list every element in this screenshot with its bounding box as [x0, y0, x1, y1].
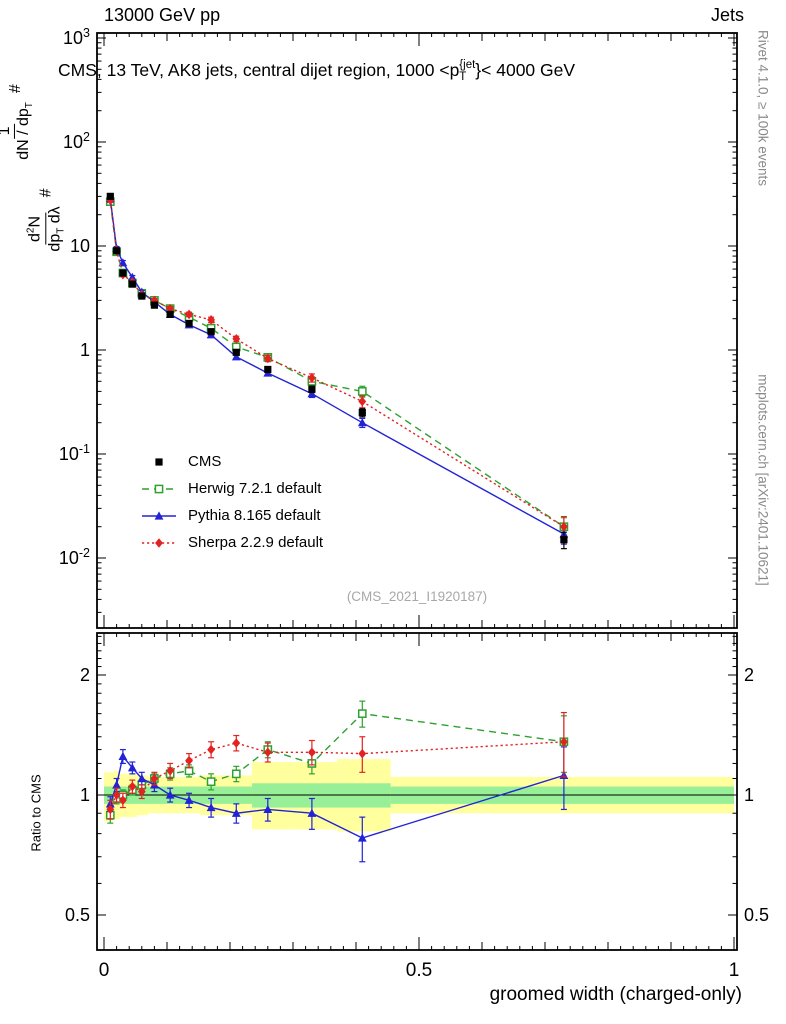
plot-title-pt-supsub: {jet T	[459, 59, 476, 83]
main-y-axis-label-outer: 1 dN / dpT #	[0, 84, 36, 160]
series-ratio	[105, 700, 569, 863]
y-label-fraction-2: d2N dpT dλ	[25, 206, 67, 252]
legend-marker-herwig	[142, 481, 176, 497]
svg-text:1: 1	[729, 960, 740, 981]
series-main	[105, 192, 569, 550]
legend-label-pythia: Pythia 8.165 default	[188, 507, 321, 524]
plot-title: CMS, 13 TeV, AK8 jets, central dijet reg…	[58, 59, 576, 83]
legend-row-pythia: Pythia 8.165 default	[142, 502, 323, 529]
svg-text:0.5: 0.5	[406, 960, 432, 981]
analysis-group-label: Jets	[710, 5, 744, 25]
fraction-numerator: d2N	[25, 212, 47, 245]
hash-symbol: #	[6, 84, 24, 94]
plot-title-subscript: T	[459, 70, 467, 83]
legend-row-cms: CMS	[142, 448, 323, 475]
rivet-version-note: Rivet 4.1.0, ≥ 100k events	[755, 30, 771, 186]
plot-title-superscript: {jet	[459, 59, 476, 71]
svg-text:2: 2	[80, 665, 90, 685]
svg-text:1: 1	[80, 785, 90, 805]
svg-text:0: 0	[99, 960, 110, 981]
plot-title-tail: }< 4000 GeV	[475, 60, 576, 81]
legend-swatch-svg	[142, 510, 176, 520]
svg-text:0.5: 0.5	[744, 905, 769, 925]
mcplots-arxiv-note: mcplots.cern.ch [arXiv:2401.10621]	[755, 374, 771, 586]
svg-text:2: 2	[744, 665, 754, 685]
legend-row-sherpa: Sherpa 2.2.9 default	[142, 529, 323, 556]
svg-text:10-1: 10-1	[59, 442, 90, 464]
legend-marker-pythia	[142, 508, 176, 524]
svg-text:102: 102	[63, 130, 90, 152]
svg-text:0.5: 0.5	[65, 905, 90, 925]
beam-energy-label: 13000 GeV pp	[104, 5, 221, 25]
legend-swatch-svg	[142, 537, 176, 548]
fraction-numerator: 1	[0, 123, 16, 139]
main-y-axis-label-inner: d2N dpT dλ #	[25, 188, 67, 252]
fraction-denominator: dN / dpT	[15, 102, 36, 160]
svg-text:10-2: 10-2	[59, 546, 90, 568]
x-axis-title: groomed width (charged-only)	[489, 984, 742, 1005]
legend-marker-sherpa	[142, 535, 176, 551]
svg-text:1: 1	[80, 340, 90, 360]
analysis-id-watermark: (CMS_2021_I1920187)	[346, 589, 488, 604]
svg-text:1: 1	[744, 785, 754, 805]
legend-row-herwig: Herwig 7.2.1 default	[142, 475, 323, 502]
y-label-fraction-1: 1 dN / dpT	[0, 102, 36, 160]
legend-label-herwig: Herwig 7.2.1 default	[188, 480, 322, 497]
legend: CMS Herwig 7.2.1 default Pythia 8.165 de…	[142, 448, 323, 556]
legend-marker-cms	[142, 454, 176, 470]
plot-title-text: CMS, 13 TeV, AK8 jets, central dijet reg…	[58, 60, 450, 81]
legend-label-sherpa: Sherpa 2.2.9 default	[188, 534, 324, 551]
fraction-denominator: dpT dλ	[46, 206, 67, 252]
svg-text:103: 103	[63, 26, 90, 48]
legend-swatch-svg	[155, 457, 163, 466]
ratio-uncertainty-bands	[97, 759, 737, 832]
legend-label-cms: CMS	[188, 453, 222, 470]
ratio-y-axis-label: Ratio to CMS	[28, 774, 44, 852]
hash-symbol: #	[37, 188, 54, 198]
plot-title-pt-symbol: p	[449, 60, 460, 81]
legend-swatch-svg	[142, 484, 176, 493]
svg-text:10: 10	[70, 236, 90, 256]
